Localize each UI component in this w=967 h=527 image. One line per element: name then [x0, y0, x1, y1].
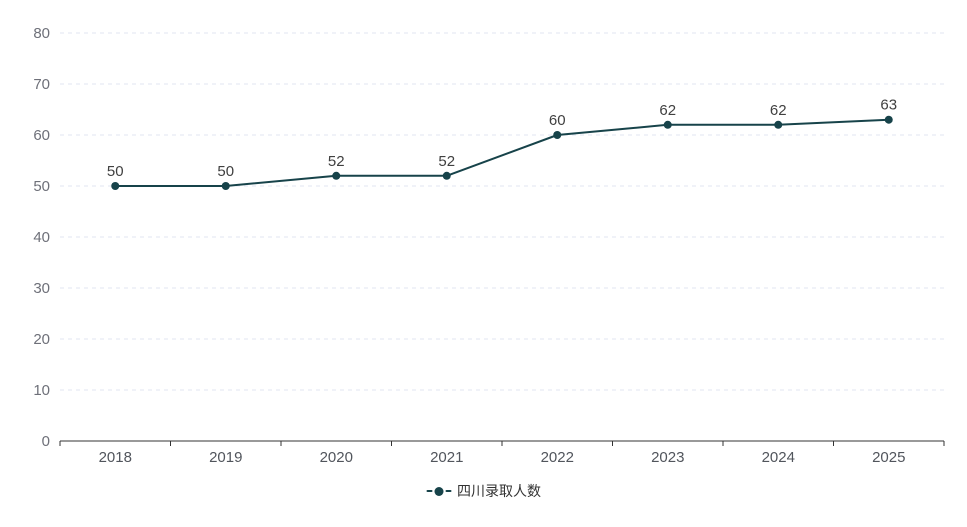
x-axis-tick-label: 2021: [430, 449, 463, 466]
y-axis-tick-label: 10: [33, 382, 50, 399]
x-axis-tick-label: 2018: [99, 449, 132, 466]
y-axis-tick-label: 60: [33, 127, 50, 144]
data-point[interactable]: [884, 115, 893, 124]
y-axis-tick-label: 0: [42, 433, 50, 450]
data-point[interactable]: [332, 171, 341, 180]
data-point-label: 62: [770, 102, 787, 119]
y-axis-tick-label: 20: [33, 331, 50, 348]
x-axis-tick-label: 2025: [872, 449, 905, 466]
data-point-label: 50: [217, 163, 234, 180]
y-axis-tick-label: 50: [33, 178, 50, 195]
data-point-label: 62: [659, 102, 676, 119]
data-point[interactable]: [442, 171, 451, 180]
legend-line-marker-icon: [426, 484, 451, 498]
data-point[interactable]: [111, 182, 120, 190]
y-axis-tick-label: 40: [33, 229, 50, 246]
y-axis-tick-label: 70: [33, 76, 50, 93]
data-point[interactable]: [553, 131, 562, 139]
data-point-label: 50: [107, 163, 124, 180]
x-axis-tick-label: 2020: [320, 449, 353, 466]
y-axis-tick-label: 30: [33, 280, 50, 297]
data-point-label: 52: [438, 153, 455, 170]
data-point[interactable]: [774, 120, 783, 129]
data-point[interactable]: [663, 120, 672, 129]
x-axis-tick-label: 2024: [762, 449, 795, 466]
x-axis-tick-label: 2022: [541, 449, 574, 466]
data-point-label: 60: [549, 112, 566, 129]
series-line: [114, 118, 890, 187]
x-axis-tick-label: 2019: [209, 449, 242, 466]
legend-item[interactable]: 四川录取人数: [426, 484, 541, 498]
legend-label: 四川录取人数: [457, 483, 541, 499]
legend-dash-icon: [426, 490, 432, 492]
legend-dash-icon: [445, 490, 451, 492]
data-point-label: 52: [328, 153, 345, 170]
data-point-label: 63: [880, 97, 897, 114]
y-axis-tick-label: 80: [33, 25, 50, 42]
data-point[interactable]: [221, 182, 230, 190]
x-axis-tick-label: 2023: [651, 449, 684, 466]
legend-dot-icon: [434, 486, 443, 496]
